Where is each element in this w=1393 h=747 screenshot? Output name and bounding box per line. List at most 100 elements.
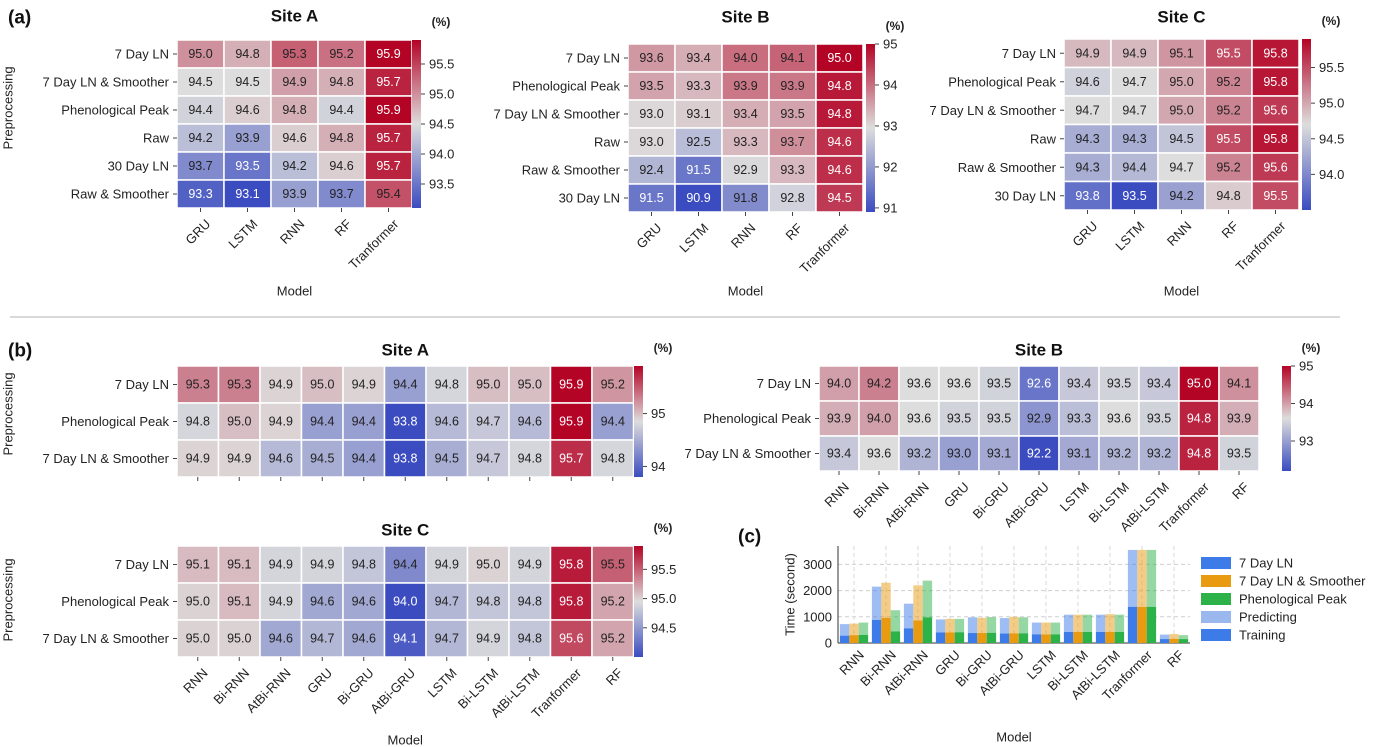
c-legend-swatch: [1201, 557, 1231, 569]
c-xtick-label: RF: [1164, 647, 1187, 670]
a_siteB-cbar-tick-label: 91: [883, 200, 897, 215]
a_siteB-value-label: 93.0: [639, 107, 663, 121]
c-bar-training: [1169, 638, 1179, 643]
a_siteB-cbar-tick-label: 93: [883, 118, 897, 133]
b_siteA-value-label: 94.9: [352, 378, 376, 392]
a_siteB-row-label: Phenological Peak: [512, 79, 620, 94]
a_siteA-row-label: 7 Day LN & Smoother: [43, 75, 170, 90]
b_siteB-row-label: Phenological Peak: [703, 411, 811, 426]
a_siteA-value-label: 93.7: [329, 187, 353, 201]
b_siteC-col-label: Bi-RNN: [210, 665, 252, 707]
a_siteA-cbar-tick-label: 95.5: [429, 57, 454, 72]
c-ytick-label: 2000: [803, 583, 832, 598]
b_siteA-value-label: 95.3: [227, 378, 251, 392]
a_siteC-row-label: 7 Day LN & Smoother: [930, 103, 1057, 118]
b_siteB-value-label: 93.5: [987, 412, 1011, 426]
a_siteA-value-label: 95.3: [282, 47, 306, 61]
a_siteB-value-label: 93.4: [686, 51, 710, 65]
c-bar-training: [999, 633, 1010, 643]
a_siteB-cbar-tick-label: 92: [883, 159, 897, 174]
a_siteB-cell: [627, 183, 676, 213]
a_siteC-cell: [1204, 38, 1253, 69]
a_siteC-row-label: Raw & Smoother: [958, 160, 1057, 175]
b_siteC-cell: [300, 545, 344, 584]
b-siteA-ylabel: Preprocessing: [1, 372, 16, 455]
c-bar-training: [890, 631, 901, 643]
b_siteA-value-label: 95.0: [476, 378, 500, 392]
b_siteB-row-label: 7 Day LN & Smoother: [685, 446, 812, 461]
c-bar-training: [1105, 631, 1115, 643]
b_siteB-value-label: 94.2: [867, 377, 891, 391]
b_siteC-value-label: 94.9: [435, 558, 459, 572]
a_siteB-value-label: 94.1: [780, 51, 804, 65]
b_siteC-value-label: 95.0: [227, 632, 251, 646]
a_siteA-cell: [270, 179, 319, 209]
a_siteC-cbar-tick-label: 94.0: [1319, 167, 1344, 182]
a_siteB-value-label: 95.0: [827, 51, 851, 65]
b_siteC-value-label: 94.8: [476, 595, 500, 609]
b_siteB-value-label: 94.8: [1187, 412, 1211, 426]
b_siteB-cell: [1218, 365, 1260, 402]
a_siteB-cell: [674, 71, 723, 101]
a_siteB-cell: [674, 43, 723, 73]
c-bar-training: [967, 633, 978, 643]
b_siteB-title: Site B: [1015, 341, 1063, 360]
a_siteB-value-label: 92.5: [686, 135, 710, 149]
b_siteB-value-label: 93.5: [1227, 447, 1251, 461]
b_siteB-col-label: GRU: [941, 479, 972, 510]
c-bar-predicting: [1159, 634, 1170, 640]
a_siteB-value-label: 94.0: [733, 51, 757, 65]
a_siteB-cell: [627, 99, 676, 129]
b_siteC-cell: [591, 545, 635, 584]
a_siteC-value-label: 95.5: [1216, 132, 1240, 146]
c-bar-predicting: [1146, 549, 1157, 607]
b_siteB-value-label: 93.3: [1067, 412, 1091, 426]
a_siteC-value-label: 94.4: [1122, 160, 1146, 174]
panel-separator: [10, 316, 1340, 318]
b_siteA-cbar-tick-label: 94: [651, 459, 665, 474]
b_siteB-value-label: 93.5: [947, 412, 971, 426]
c-bar-training: [1041, 634, 1051, 643]
b_siteA-value-label: 94.8: [601, 452, 625, 466]
b_siteA-value-label: 94.5: [310, 452, 334, 466]
b_siteA-value-label: 94.9: [269, 415, 293, 429]
a_siteB-value-label: 92.9: [733, 163, 757, 177]
a_siteC-cell: [1251, 180, 1300, 211]
b_siteB-cell: [898, 435, 940, 472]
b_siteB-cbar-tick-label: 95: [1299, 359, 1313, 374]
a_siteA-row-label: Phenological Peak: [61, 103, 169, 118]
a_siteA-value-label: 93.1: [235, 187, 259, 201]
a_siteB-col-label: Tranformer: [797, 220, 853, 276]
b_siteB-value-label: 93.1: [1067, 447, 1091, 461]
b_siteA-value-label: 94.9: [269, 378, 293, 392]
b_siteA-cbar-tick-label: 95: [651, 406, 665, 421]
b_siteC-cell: [425, 582, 469, 621]
c-legend-swatch: [1201, 593, 1231, 605]
b_siteC-cell: [549, 582, 593, 621]
a_siteC-col-label: RNN: [1164, 218, 1195, 249]
a_siteB-cell: [768, 155, 817, 185]
a_siteC-value-label: 95.1: [1169, 46, 1193, 60]
a_siteB-col-label: LSTM: [676, 220, 711, 255]
b_siteB-cbar-tick-label: 93: [1299, 434, 1313, 449]
a_siteC-colorbar: [1302, 39, 1311, 210]
b_siteB-value-label: 93.9: [1227, 412, 1251, 426]
a_siteB-cell: [815, 99, 864, 129]
a_siteC-value-label: 94.2: [1169, 189, 1193, 203]
b_siteA-cell: [217, 365, 261, 404]
a_siteB-row-label: Raw: [594, 135, 621, 150]
a_siteC-value-label: 94.7: [1122, 75, 1146, 89]
b_siteA-cell: [300, 365, 344, 404]
a_siteA-value-label: 93.3: [188, 187, 212, 201]
b_siteA-value-label: 94.6: [269, 452, 293, 466]
a_siteC-cell: [1204, 152, 1253, 183]
a_siteB-value-label: 93.6: [639, 51, 663, 65]
a_siteA-value-label: 94.8: [329, 75, 353, 89]
b_siteC-value-label: 95.2: [601, 595, 625, 609]
b_siteC-unit-label: (%): [654, 521, 673, 535]
b_siteB-value-label: 93.0: [947, 447, 971, 461]
b_siteB-cbar-tick-label: 94: [1299, 396, 1313, 411]
a_siteC-cell: [1251, 95, 1300, 126]
b_siteA-colorbar: [634, 366, 643, 477]
a_siteB-value-label: 93.3: [686, 79, 710, 93]
